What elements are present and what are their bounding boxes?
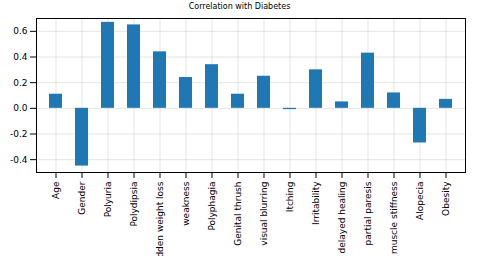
svg-text:Genital thrush: Genital thrush (233, 182, 243, 246)
svg-text:0.2: 0.2 (13, 78, 27, 88)
svg-text:0.4: 0.4 (13, 52, 28, 62)
svg-text:Polyphagia: Polyphagia (207, 182, 217, 231)
svg-text:delayed healing: delayed healing (337, 182, 347, 254)
svg-text:Irritability: Irritability (311, 181, 321, 225)
svg-text:sudden weight loss: sudden weight loss (155, 181, 165, 256)
svg-text:Alopecia: Alopecia (415, 182, 425, 220)
svg-text:weakness: weakness (181, 181, 191, 226)
html-text:Correlation with Diabetes: Correlation with Diabetes (188, 2, 291, 11)
svg-text:partial paresis: partial paresis (363, 181, 373, 245)
svg-text:0.0: 0.0 (13, 103, 28, 113)
svg-text:Itching: Itching (285, 182, 295, 213)
svg-text:Polyuria: Polyuria (103, 182, 113, 218)
svg-text:visual blurring: visual blurring (259, 182, 269, 246)
svg-text:Age: Age (51, 181, 61, 199)
svg-text:muscle stiffness: muscle stiffness (389, 181, 399, 254)
svg-text:Obesity: Obesity (441, 181, 451, 216)
svg-text:0.6: 0.6 (13, 26, 28, 36)
svg-text:Polydipsia: Polydipsia (129, 182, 139, 227)
svg-text:-0.4: -0.4 (10, 155, 28, 165)
svg-text:-0.2: -0.2 (10, 129, 28, 139)
svg-text:Gender: Gender (77, 181, 87, 214)
